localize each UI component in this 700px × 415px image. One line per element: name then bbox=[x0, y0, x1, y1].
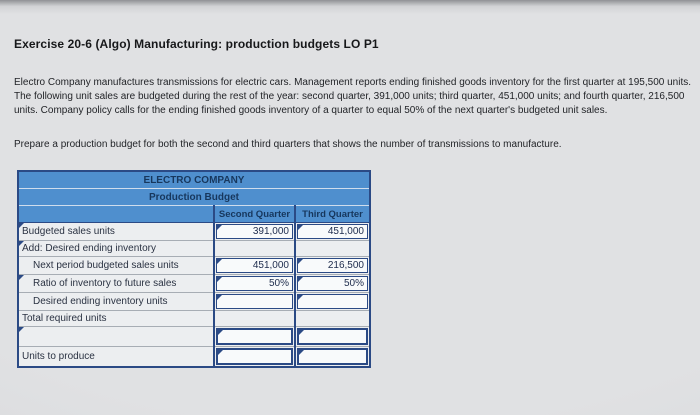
table-row bbox=[18, 326, 370, 347]
input-third-quarter[interactable] bbox=[297, 348, 368, 365]
input-third-quarter[interactable]: 451,000 bbox=[297, 224, 368, 239]
column-header-second-quarter: Second Quarter bbox=[213, 205, 295, 223]
value-cell-third-quarter bbox=[294, 346, 370, 368]
table-subtitle: Production Budget bbox=[18, 188, 370, 206]
row-label-blank-input[interactable] bbox=[18, 326, 214, 347]
row-label-total-required-units: Total required units bbox=[18, 310, 214, 327]
row-label-ratio-of-inventory-to-future-sales[interactable]: Ratio of inventory to future sales bbox=[18, 274, 214, 293]
row-label-units-to-produce: Units to produce bbox=[18, 346, 214, 368]
input-third-quarter[interactable] bbox=[297, 294, 368, 309]
table-row: Next period budgeted sales units 451,000 2… bbox=[18, 256, 370, 275]
input-second-quarter[interactable]: 391,000 bbox=[216, 224, 293, 239]
value-cell-second-quarter bbox=[213, 292, 295, 311]
empty-column-header bbox=[18, 205, 214, 223]
input-third-quarter[interactable] bbox=[297, 328, 368, 345]
value-cell-second-quarter: 391,000 bbox=[213, 222, 295, 241]
input-second-quarter[interactable] bbox=[216, 294, 293, 309]
column-header-third-quarter: Third Quarter bbox=[294, 205, 370, 223]
input-second-quarter[interactable]: 50% bbox=[216, 276, 293, 291]
production-budget-table: ELECTRO COMPANY Production Budget Second… bbox=[17, 170, 371, 368]
row-label-next-period-budgeted-sales-units: Next period budgeted sales units bbox=[18, 256, 214, 275]
value-cell-second-quarter bbox=[213, 326, 295, 347]
table-row: Desired ending inventory units bbox=[18, 292, 370, 311]
table-title: ELECTRO COMPANY bbox=[18, 171, 370, 189]
value-cell-third-quarter bbox=[294, 292, 370, 311]
table-title-row: ELECTRO COMPANY bbox=[18, 171, 370, 189]
row-label-desired-ending-inventory-units: Desired ending inventory units bbox=[18, 292, 214, 311]
input-second-quarter[interactable] bbox=[216, 328, 293, 345]
value-cell-second-quarter bbox=[213, 346, 295, 368]
column-header-row: Second Quarter Third Quarter bbox=[18, 205, 370, 223]
row-label-budgeted-sales-units[interactable]: Budgeted sales units bbox=[18, 222, 214, 241]
input-second-quarter[interactable] bbox=[216, 348, 293, 365]
input-third-quarter[interactable]: 216,500 bbox=[297, 258, 368, 273]
value-cell-third-quarter: 50% bbox=[294, 274, 370, 293]
value-cell-third-quarter bbox=[294, 326, 370, 347]
row-label-add-desired-ending-inventory[interactable]: Add: Desired ending inventory bbox=[18, 240, 214, 257]
table-row: Units to produce bbox=[18, 346, 370, 368]
table-row: Budgeted sales units 391,000 451,000 bbox=[18, 222, 370, 241]
value-cell-third-quarter bbox=[294, 240, 370, 257]
table-row: Total required units bbox=[18, 310, 370, 327]
value-cell-second-quarter: 451,000 bbox=[213, 256, 295, 275]
table-subtitle-row: Production Budget bbox=[18, 188, 370, 206]
value-cell-second-quarter bbox=[213, 240, 295, 257]
photo-top-shade bbox=[0, 0, 700, 14]
value-cell-second-quarter bbox=[213, 310, 295, 327]
input-second-quarter[interactable]: 451,000 bbox=[216, 258, 293, 273]
page-title: Exercise 20-6 (Algo) Manufacturing: prod… bbox=[14, 37, 379, 51]
value-cell-third-quarter bbox=[294, 310, 370, 327]
value-cell-second-quarter: 50% bbox=[213, 274, 295, 293]
value-cell-third-quarter: 451,000 bbox=[294, 222, 370, 241]
value-cell-third-quarter: 216,500 bbox=[294, 256, 370, 275]
input-third-quarter[interactable]: 50% bbox=[297, 276, 368, 291]
table-row: Add: Desired ending inventory bbox=[18, 240, 370, 257]
instruction-text: Prepare a production budget for both the… bbox=[14, 139, 562, 150]
table-row: Ratio of inventory to future sales 50% 50% bbox=[18, 274, 370, 293]
problem-text: Electro Company manufactures transmissio… bbox=[14, 77, 692, 116]
